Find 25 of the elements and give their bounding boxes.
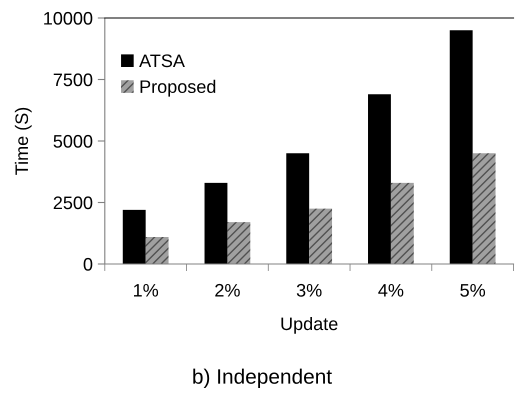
bar — [309, 208, 332, 264]
x-tick-label: 4% — [378, 284, 404, 297]
y-tick-label: 7500 — [54, 73, 92, 86]
y-axis-title: Time (S) — [14, 108, 32, 175]
x-tick-label: 3% — [296, 284, 322, 297]
y-tick-label: 5000 — [54, 134, 92, 148]
x-tick-label: 1% — [134, 284, 158, 297]
text: b) Independent — [193, 368, 332, 388]
legend-label: Proposed — [140, 80, 216, 97]
y-tick-label: 10000 — [44, 12, 92, 25]
y-tick-label: 0 — [84, 258, 92, 271]
bar — [450, 30, 473, 264]
y-tick-label: 2500 — [54, 196, 92, 210]
x-axis-title: Update — [281, 316, 338, 334]
bar — [227, 222, 250, 264]
bar — [146, 236, 169, 264]
bar — [472, 153, 496, 264]
bar — [368, 94, 391, 264]
x-tick-label: 2% — [215, 284, 240, 297]
bar — [286, 153, 310, 264]
bar — [390, 182, 414, 264]
x-tick-label: 5% — [460, 284, 486, 297]
bar — [122, 210, 146, 264]
bar — [204, 182, 228, 264]
legend-label: ATSA — [139, 54, 185, 68]
